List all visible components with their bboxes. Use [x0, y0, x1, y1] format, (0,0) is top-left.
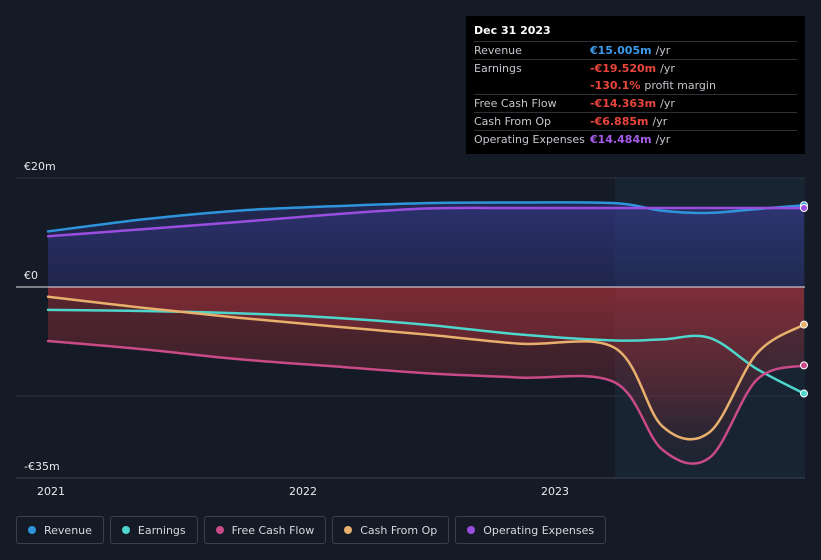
tooltip-unit: /yr [652, 115, 668, 128]
tooltip-unit: /yr [660, 97, 675, 110]
tooltip-label: Revenue [474, 44, 522, 57]
chart-legend: Revenue Earnings Free Cash Flow Cash Fro… [16, 516, 607, 544]
y-tick-label-bottom: -€35m [24, 460, 60, 473]
tooltip-label: Operating Expenses [474, 133, 585, 146]
series-line-earnings [46, 308, 806, 395]
series-endpoint-cash-from-op [800, 320, 808, 329]
series-line-operating-expenses [46, 206, 806, 238]
tooltip-unit: /yr [655, 44, 671, 57]
tooltip-row-revenue: Revenue €15.005m /yr [474, 41, 797, 59]
area-operating-expenses [48, 207, 804, 287]
tooltip-value: €14.484m [590, 133, 652, 146]
legend-label: Cash From Op [360, 523, 438, 537]
chart-plot [16, 177, 808, 479]
legend-item-free-cash-flow[interactable]: Free Cash Flow [203, 516, 327, 544]
legend-item-cash-from-op[interactable]: Cash From Op [332, 516, 450, 544]
x-tick-label-2022: 2022 [289, 485, 317, 498]
series-line-cash-from-op [46, 295, 806, 441]
legend-dot-icon [28, 526, 36, 534]
tooltip-value: €15.005m [590, 44, 652, 57]
legend-dot-icon [215, 526, 224, 534]
legend-item-earnings[interactable]: Earnings [109, 516, 198, 544]
x-tick-label-2021: 2021 [37, 485, 65, 498]
tooltip-value: -€14.363m [590, 97, 657, 110]
legend-label: Revenue [44, 523, 92, 537]
legend-item-revenue[interactable]: Revenue [16, 516, 104, 544]
y-tick-label-zero: €0 [24, 269, 38, 282]
tooltip-date: Dec 31 2023 [474, 24, 551, 37]
legend-dot-icon [467, 526, 476, 534]
tooltip-label: Cash From Op [474, 115, 552, 128]
tooltip-unit: profit margin [644, 79, 716, 92]
series-line-free-cash-flow [46, 339, 806, 465]
legend-label: Operating Expenses [483, 523, 595, 537]
legend-dot-icon [121, 526, 130, 534]
series-endpoint-earnings [800, 389, 808, 398]
legend-label: Earnings [137, 523, 186, 537]
tooltip-label: Earnings [474, 62, 522, 75]
y-tick-label-top: €20m [24, 160, 56, 173]
tooltip-value: -€19.520m [590, 62, 657, 75]
series-endpoint-operating-expenses [800, 204, 808, 213]
tooltip-row-profit-margin: -130.1% profit margin [474, 77, 797, 94]
legend-label: Free Cash Flow [231, 523, 315, 537]
legend-item-operating-expenses[interactable]: Operating Expenses [455, 516, 607, 544]
tooltip-panel: Dec 31 2023 Revenue €15.005m /yr Earning… [466, 16, 805, 154]
tooltip-row-earnings: Earnings -€19.520m /yr [474, 59, 797, 77]
tooltip-unit: /yr [660, 62, 675, 75]
tooltip-row-cash-from-op: Cash From Op -€6.885m /yr [474, 112, 797, 130]
tooltip-value: -130.1% [590, 79, 641, 92]
legend-dot-icon [344, 526, 353, 534]
series-line-revenue [46, 201, 806, 233]
tooltip-unit: /yr [655, 133, 671, 146]
tooltip-value: -€6.885m [590, 115, 649, 128]
x-tick-label-2023: 2023 [541, 485, 569, 498]
series-endpoint-free-cash-flow [800, 361, 808, 370]
tooltip-row-free-cash-flow: Free Cash Flow -€14.363m /yr [474, 94, 797, 112]
tooltip-row-operating-expenses: Operating Expenses €14.484m /yr [474, 130, 797, 148]
tooltip-label: Free Cash Flow [474, 97, 557, 110]
area-cash-from-op [48, 287, 804, 440]
